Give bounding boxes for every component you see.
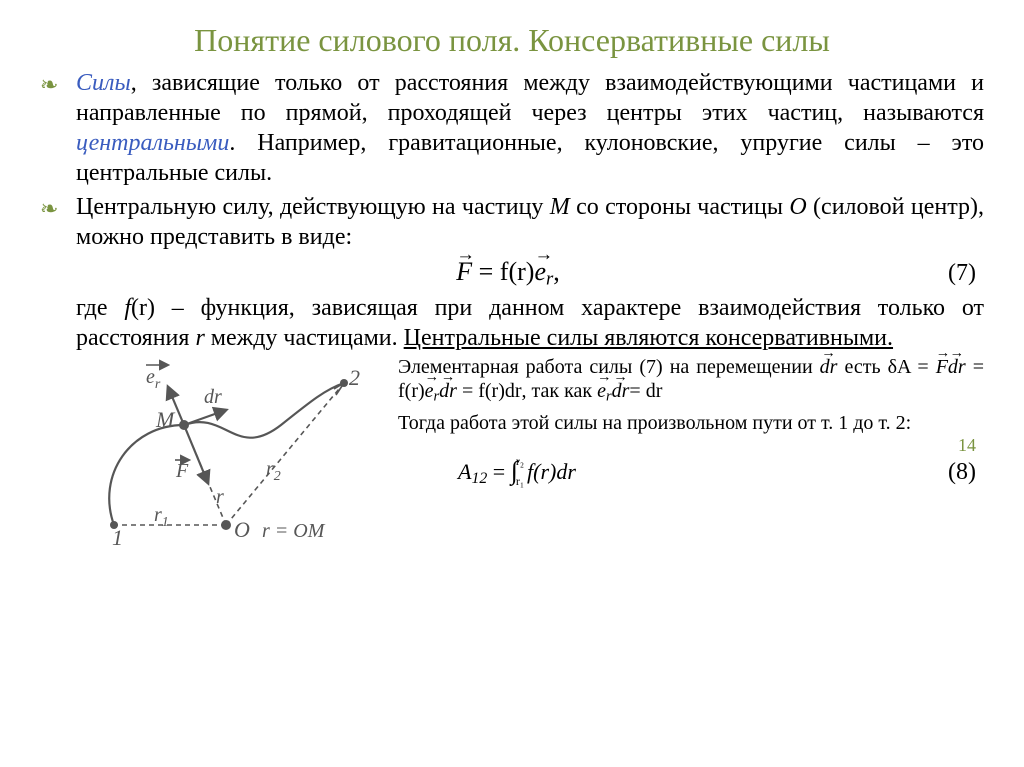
- central-force-diagram: 1 2 O r = OM M er dr⃗ F r r1 r2: [76, 355, 376, 550]
- p3-fr: f: [124, 295, 131, 321]
- p3-seg3: между частицами.: [205, 325, 404, 351]
- formula-8-num: (8): [576, 458, 984, 487]
- formula-8: A12 = ∫r₂r₁f(r)dr (8): [398, 455, 984, 488]
- diag-label-1: 1: [112, 525, 123, 550]
- para2-seg2: со стороны частицы: [570, 194, 790, 220]
- para2-O: O: [789, 194, 806, 220]
- leaf-bullet-icon: ❧: [40, 68, 76, 100]
- para1-keyword: Силы: [76, 70, 131, 96]
- para1-keyword2: центральными: [76, 130, 229, 156]
- f7-er: e: [534, 257, 546, 286]
- para3-text: где f(r) – функция, зависящая при данном…: [40, 293, 984, 353]
- para1-text: Силы, зависящие только от расстояния меж…: [76, 68, 984, 188]
- page-title: Понятие силового поля. Консервативные си…: [40, 20, 984, 60]
- para1-seg1: , зависящие только от расстояния между в…: [76, 70, 984, 126]
- right-text-block: Элементарная работа силы (7) на перемеще…: [398, 355, 984, 490]
- bullet-1: ❧ Силы, зависящие только от расстояния м…: [40, 68, 984, 188]
- diag-label-F: F: [175, 460, 189, 482]
- leaf-bullet-icon: ❧: [40, 192, 76, 224]
- page-number: 14: [398, 435, 984, 457]
- para2-seg1: Центральную силу, действующую на частицу: [76, 194, 550, 220]
- bullet-2: ❧ Центральную силу, действующую на части…: [40, 192, 984, 252]
- p3-r: r: [195, 325, 204, 351]
- diagram: 1 2 O r = OM M er dr⃗ F r r1 r2: [40, 355, 386, 558]
- diag-label-rOM: r = OM: [262, 520, 326, 542]
- diag-label-dr: dr⃗: [204, 386, 237, 408]
- formula-8-expr: A12 = ∫r₂r₁f(r)dr: [458, 455, 576, 488]
- bottom-section: 1 2 O r = OM M er dr⃗ F r r1 r2 Элемента…: [40, 355, 984, 558]
- para2-text: Центральную силу, действующую на частицу…: [76, 192, 984, 252]
- f7-eq: = f(r): [472, 257, 534, 286]
- f7-F: F: [456, 257, 472, 286]
- diag-label-r: r: [216, 486, 224, 508]
- right-line3: Тогда работа этой силы на произ­вольном …: [398, 411, 984, 435]
- p3-frarg: (r): [131, 295, 155, 321]
- diag-label-O: O: [234, 517, 250, 542]
- right-line1: Элементарная работа силы (7) на перемеще…: [398, 355, 984, 407]
- diag-label-er: er: [146, 366, 161, 392]
- p3-seg1: где: [76, 295, 124, 321]
- diag-label-2: 2: [349, 365, 360, 390]
- formula-7-num: (7): [560, 258, 984, 288]
- para2-M: M: [550, 194, 570, 220]
- diag-label-r1: r1: [154, 504, 169, 530]
- diag-label-M: M: [155, 407, 176, 432]
- f7-ersub: r: [546, 269, 553, 290]
- formula-7-expr: F = f(r)er,: [456, 256, 560, 291]
- formula-7: F = f(r)er, (7): [40, 256, 984, 291]
